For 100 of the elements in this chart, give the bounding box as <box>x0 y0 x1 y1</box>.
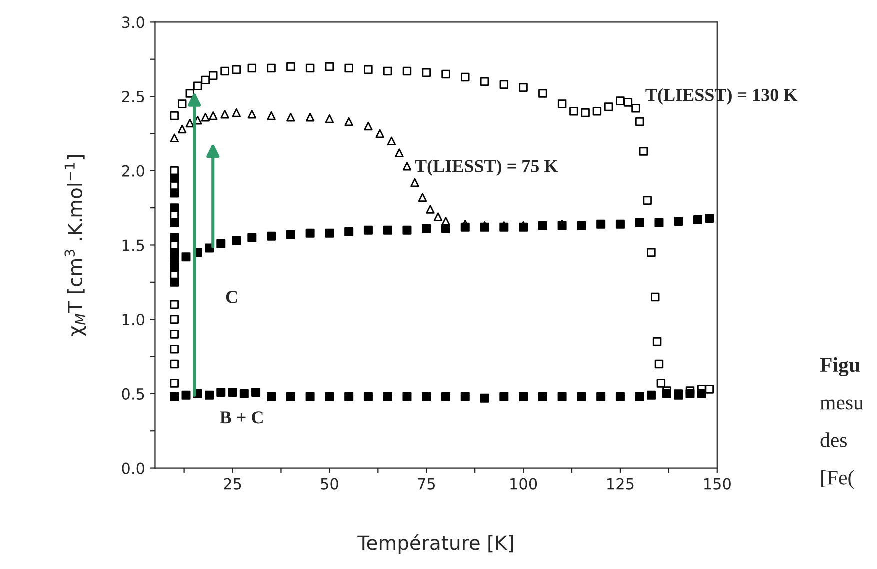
point <box>232 65 242 74</box>
point <box>306 392 315 402</box>
point <box>178 100 187 108</box>
point <box>182 390 191 400</box>
point <box>232 236 242 246</box>
point <box>186 89 194 98</box>
point <box>216 239 226 248</box>
x-tick-label: 100 <box>510 478 538 490</box>
point <box>364 226 373 235</box>
point <box>201 112 210 122</box>
point <box>376 129 384 138</box>
point <box>402 66 412 76</box>
point <box>170 315 179 324</box>
point <box>650 292 660 302</box>
y-tick-label: 1.5 <box>122 240 144 252</box>
point <box>286 62 296 72</box>
point <box>558 100 567 108</box>
point <box>705 385 714 394</box>
point <box>592 107 602 116</box>
point <box>170 166 179 176</box>
text: Figu <box>820 357 860 377</box>
point <box>639 147 648 156</box>
point <box>596 392 606 402</box>
text: des <box>820 432 848 448</box>
point <box>538 392 548 402</box>
point <box>519 83 528 92</box>
point <box>570 107 578 116</box>
point <box>635 117 644 126</box>
point <box>286 112 296 122</box>
point <box>286 392 296 402</box>
point <box>519 392 528 402</box>
point <box>402 392 412 402</box>
point <box>201 76 210 85</box>
point <box>624 98 633 107</box>
point <box>170 278 180 287</box>
point <box>267 232 276 241</box>
point <box>402 226 412 235</box>
point <box>442 70 450 79</box>
point <box>170 360 179 369</box>
point <box>306 112 315 122</box>
point <box>186 118 194 128</box>
point <box>616 220 625 229</box>
point <box>216 388 226 397</box>
point <box>194 82 202 90</box>
point <box>395 148 404 158</box>
point <box>652 338 662 346</box>
point <box>240 389 249 398</box>
point <box>686 389 695 398</box>
point <box>170 300 179 310</box>
point <box>232 108 242 118</box>
point <box>344 227 354 236</box>
point <box>248 64 257 73</box>
y-tick-label: 3.0 <box>122 16 144 28</box>
point <box>383 392 392 402</box>
annotation: B + C <box>220 412 263 424</box>
point <box>364 122 373 131</box>
point <box>228 388 238 397</box>
point <box>344 117 354 126</box>
point <box>252 388 261 397</box>
point <box>426 205 435 214</box>
point <box>267 64 276 73</box>
point <box>170 188 180 198</box>
y-tick-label: 0.5 <box>122 388 144 400</box>
point <box>325 228 334 238</box>
point <box>170 392 180 402</box>
point <box>500 392 509 402</box>
point <box>694 215 702 224</box>
point <box>306 64 315 73</box>
y-tick-label: 2.5 <box>122 91 144 103</box>
point <box>170 233 180 242</box>
point <box>344 392 354 402</box>
annotation: T(LIESST) = 75 K <box>415 160 558 176</box>
point <box>325 392 334 402</box>
point <box>632 104 640 113</box>
text: [Fe( <box>822 470 854 490</box>
point <box>306 228 315 238</box>
point <box>654 218 664 228</box>
point <box>662 389 672 398</box>
y-tick-label: 2.0 <box>122 165 144 177</box>
point <box>418 193 428 202</box>
point <box>480 77 490 86</box>
y-tick-label: 0.0 <box>122 462 144 474</box>
point <box>635 392 644 402</box>
point <box>402 162 412 171</box>
point <box>604 102 614 112</box>
point <box>581 108 590 118</box>
point <box>558 392 567 402</box>
point <box>616 96 625 106</box>
point <box>460 222 470 232</box>
point <box>422 224 432 234</box>
point <box>387 136 396 146</box>
point <box>267 112 276 120</box>
point <box>538 89 548 98</box>
x-tick-label: 25 <box>224 478 242 490</box>
point <box>170 344 179 354</box>
point <box>500 80 509 90</box>
point <box>646 390 656 400</box>
y-axis-title: χ$_{M}$T [cm$^{3}$ .K.mol$^{−1}$] <box>64 155 86 336</box>
point <box>209 71 218 80</box>
point <box>170 256 180 265</box>
